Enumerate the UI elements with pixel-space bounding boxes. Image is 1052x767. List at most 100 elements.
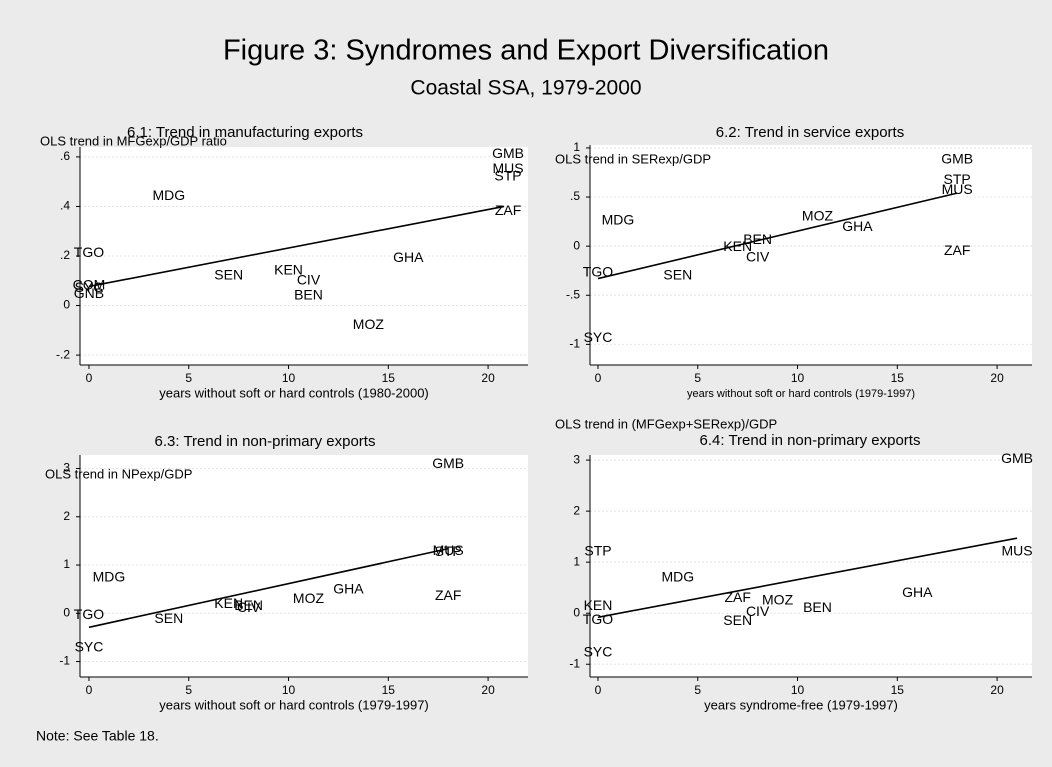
country-point: KEN (214, 595, 243, 611)
country-point: MUS (433, 542, 464, 558)
country-point: BEN (234, 597, 263, 613)
country-point: SYC (584, 329, 613, 345)
x-tick-label: 15 (891, 371, 905, 385)
x-axis-label: years without soft or hard controls (198… (159, 385, 429, 400)
y-tick-label: 0 (573, 605, 580, 619)
country-point: SYC (75, 279, 104, 295)
x-tick-label: 10 (791, 371, 805, 385)
country-point: BEN (803, 599, 832, 615)
y-tick-label: -1 (569, 656, 580, 670)
panel-title: 6.4: Trend in non-primary exports (700, 432, 921, 449)
country-point: GMB (492, 145, 524, 161)
x-tick-label: 0 (86, 371, 93, 385)
x-tick-label: 20 (990, 371, 1004, 385)
country-point: SYC (584, 644, 613, 660)
y-axis-label: OLS trend in MFGexp/GDP ratio (40, 133, 227, 148)
y-tick-label: -.5 (566, 287, 580, 301)
country-point: TGO (583, 611, 613, 627)
country-point: GHA (842, 218, 873, 234)
y-tick-label: 2 (63, 509, 70, 523)
y-tick-label: 3 (573, 452, 580, 466)
x-tick-label: 15 (382, 683, 396, 697)
y-tick-label: 0 (63, 605, 70, 619)
country-point: SYC (75, 639, 104, 655)
country-point: MUS (1001, 543, 1032, 559)
country-point: KEN (723, 238, 752, 254)
y-tick-label: -1 (59, 654, 70, 668)
country-point: MDG (602, 211, 635, 227)
country-point: MDG (152, 187, 185, 203)
trend-line (88, 547, 449, 629)
y-tick-label: 1 (63, 557, 70, 571)
x-tick-label: 10 (791, 683, 805, 697)
country-point: SEN (214, 267, 243, 283)
y-tick-label: 3 (63, 461, 70, 475)
trend-line (597, 537, 1018, 619)
country-point: BEN (743, 231, 772, 247)
country-point: SEN (723, 612, 752, 628)
country-point: STP (584, 543, 611, 559)
plot-area (80, 455, 528, 677)
y-tick-label: 1 (573, 140, 580, 154)
country-point: MOZ (293, 590, 325, 606)
x-tick-label: 15 (891, 683, 905, 697)
country-point: MDG (93, 568, 126, 584)
x-tick-label: 10 (282, 371, 296, 385)
country-point: TGO (74, 606, 104, 622)
x-tick-label: 20 (481, 683, 495, 697)
country-point: GMB (432, 455, 464, 471)
x-tick-label: 10 (282, 683, 296, 697)
trend-line (597, 192, 958, 280)
x-tick-label: 0 (595, 371, 602, 385)
country-point: GMB (1001, 450, 1033, 466)
country-point: GHA (333, 580, 364, 596)
panel-title: 6.1: Trend in manufacturing exports (127, 124, 363, 141)
x-tick-label: 0 (595, 683, 602, 697)
country-point: SEN (663, 266, 692, 282)
panel-title: 6.2: Trend in service exports (716, 124, 904, 141)
x-axis-label: years without soft or hard controls (197… (687, 388, 915, 400)
y-tick-label: 1 (573, 554, 580, 568)
y-axis-label: OLS trend in NPexp/GDP (45, 466, 192, 481)
country-point: TGO (74, 244, 104, 260)
x-tick-label: 5 (185, 371, 192, 385)
country-point: CIV (297, 271, 321, 287)
country-point: MOZ (762, 592, 794, 608)
country-point: BEN (294, 286, 323, 302)
trend-line (88, 205, 505, 288)
x-axis-label: years syndrome-free (1979-1997) (704, 697, 898, 712)
y-tick-label: 0 (573, 238, 580, 252)
country-point: GNB (74, 285, 104, 301)
country-point: KEN (274, 262, 303, 278)
y-tick-label: -1 (569, 337, 580, 351)
country-point: MOZ (802, 207, 834, 223)
country-point: TGO (583, 263, 613, 279)
country-point: ZAF (944, 242, 970, 258)
x-tick-label: 0 (86, 683, 93, 697)
x-tick-label: 5 (694, 371, 701, 385)
x-tick-label: 20 (481, 371, 495, 385)
y-tick-label: -.2 (56, 347, 70, 361)
y-tick-label: .6 (60, 149, 70, 163)
y-axis-label: OLS trend in SERexp/GDP (555, 151, 711, 166)
country-point: ZAF (724, 589, 750, 605)
country-point: GHA (393, 249, 424, 265)
country-point: STP (944, 171, 971, 187)
country-point: STP (435, 543, 462, 559)
country-point: MUS (492, 160, 523, 176)
country-point: ZAF (435, 587, 461, 603)
country-point: ZAF (495, 202, 521, 218)
country-point: CIV (746, 249, 770, 265)
x-tick-label: 5 (694, 683, 701, 697)
country-point: CIV (237, 599, 261, 615)
x-tick-label: 5 (185, 683, 192, 697)
note: Note: See Table 18. (36, 728, 159, 744)
country-point: SEN (154, 610, 183, 626)
y-tick-label: 0 (63, 298, 70, 312)
y-tick-label: .4 (60, 199, 70, 213)
x-tick-label: 20 (990, 683, 1004, 697)
country-point: COM (73, 276, 106, 292)
country-point: KEN (584, 597, 613, 613)
figure-subtitle: Coastal SSA, 1979-2000 (410, 77, 641, 100)
